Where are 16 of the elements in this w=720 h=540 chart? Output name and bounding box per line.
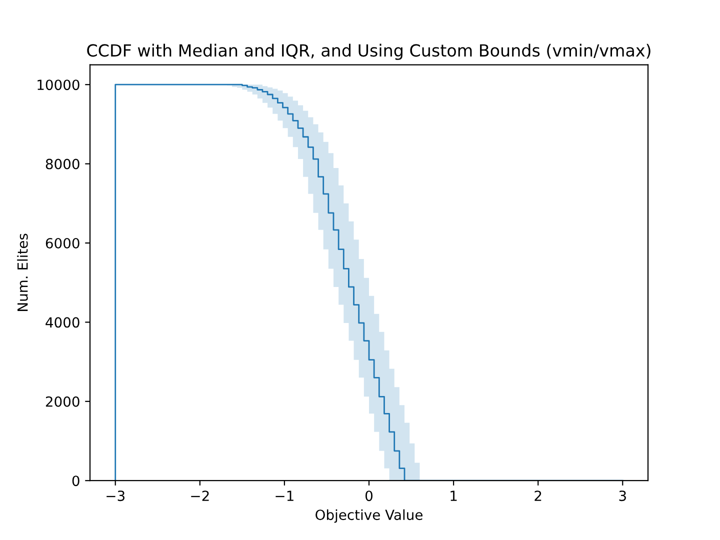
x-tick-label: −3 [106, 490, 124, 502]
y-tick-label: 6000 [46, 238, 80, 248]
chart-title: CCDF with Median and IQR, and Using Custom Bounds (vmin/vmax) [87, 44, 650, 60]
x-tick-label: 0 [365, 490, 372, 502]
y-tick-label: 8000 [46, 158, 80, 170]
x-tick-label: −1 [276, 490, 294, 501]
y-tick-label: 4000 [46, 317, 80, 328]
y-tick-label: 10000 [38, 80, 80, 90]
x-axis-title: Objective Value [316, 509, 422, 523]
x-tick-label: 3 [619, 490, 626, 502]
y-axis-title: Num. Elites [17, 234, 28, 311]
x-tick-label: −2 [191, 490, 209, 501]
x-tick-label: 2 [534, 490, 542, 501]
y-tick-label: 0 [72, 476, 80, 486]
y-tick-label: 2000 [46, 396, 80, 407]
x-tick-label: 1 [450, 490, 457, 501]
